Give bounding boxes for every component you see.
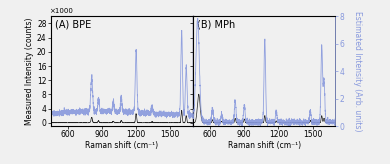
Text: ×1000: ×1000 — [49, 8, 73, 14]
Y-axis label: Estimated Intensity (Arb. units): Estimated Intensity (Arb. units) — [353, 11, 362, 132]
Text: (B) MPh: (B) MPh — [197, 20, 236, 30]
Text: (A) BPE: (A) BPE — [55, 20, 91, 30]
Y-axis label: Measured Intensity (counts): Measured Intensity (counts) — [25, 18, 34, 125]
X-axis label: Raman shift (cm⁻¹): Raman shift (cm⁻¹) — [228, 141, 301, 150]
X-axis label: Raman shift (cm⁻¹): Raman shift (cm⁻¹) — [85, 141, 158, 150]
